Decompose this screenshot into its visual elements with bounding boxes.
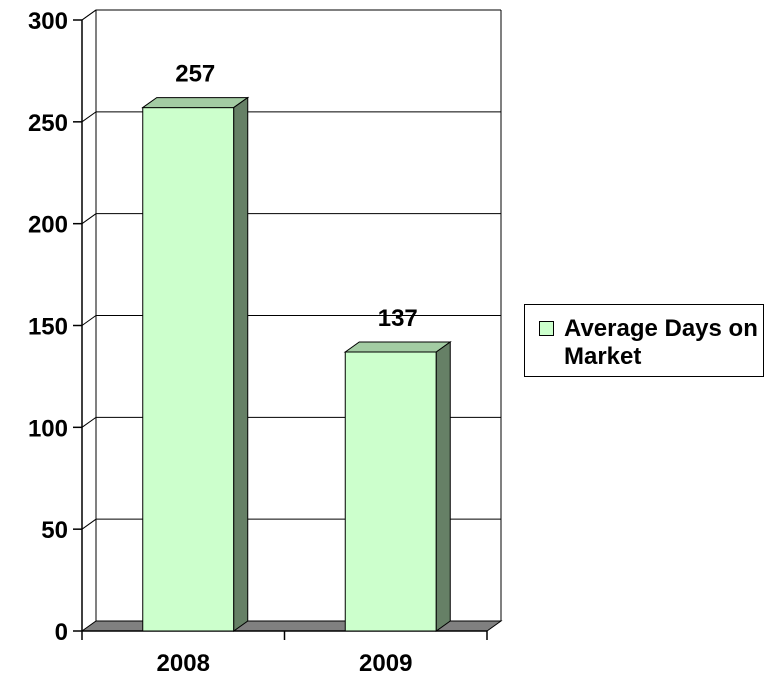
gridline [81, 315, 501, 326]
gridline [81, 213, 501, 225]
y-tick-label: 50 [41, 517, 68, 544]
x-tick-label-2009: 2009 [359, 650, 412, 677]
bar-side-2009 [435, 341, 451, 632]
y-tick-label: 150 [28, 314, 68, 341]
y-tick-label: 0 [55, 619, 68, 646]
data-label-2008: 257 [175, 61, 215, 88]
y-tick-labels: 0 50 100 150 200 250 300 [28, 8, 68, 646]
legend-label: Average Days on Market [564, 315, 758, 370]
legend: Average Days on Market [524, 304, 764, 377]
data-labels: 257 137 [175, 61, 418, 332]
x-tick-label-2008: 2008 [157, 650, 210, 677]
x-tick-labels: 2008 2009 [157, 650, 413, 677]
gridline [81, 9, 501, 21]
y-tick-label: 100 [28, 415, 68, 442]
y-tick-label: 300 [28, 8, 68, 35]
bar-front-2008 [142, 107, 235, 632]
legend-swatch [539, 321, 554, 336]
gridline [81, 111, 501, 123]
bars [141, 96, 452, 632]
y-tick-label: 250 [28, 110, 68, 137]
bar-side-2008 [233, 96, 249, 632]
bar-top-2009 [343, 341, 452, 353]
data-label-2009: 137 [378, 305, 418, 332]
bar-top-2008 [141, 97, 250, 109]
y-tick-label: 200 [28, 212, 68, 239]
bar-front-2009 [344, 351, 437, 632]
